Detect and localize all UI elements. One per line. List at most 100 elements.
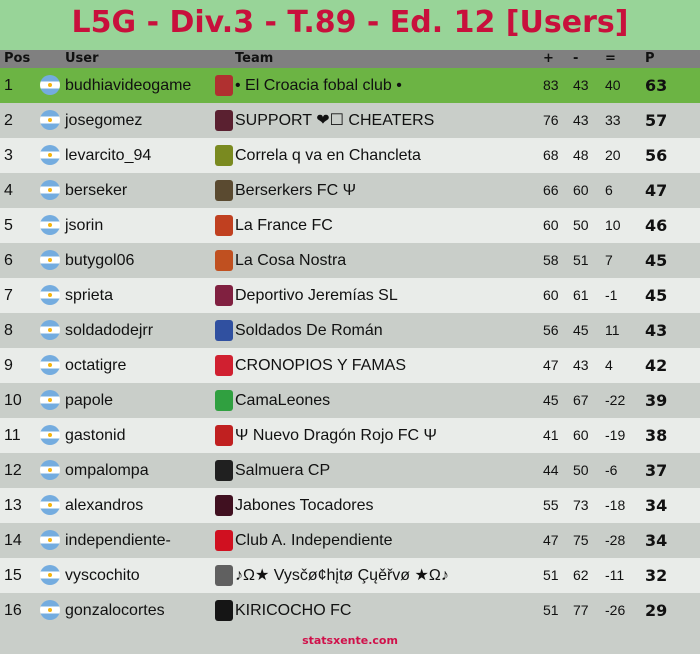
team-badge-icon [215, 600, 233, 621]
row-user[interactable]: budhiavideogame [65, 77, 192, 94]
row-team[interactable]: Jabones Tocadores [235, 497, 374, 514]
argentina-flag-icon [40, 145, 60, 165]
row-points: 42 [645, 356, 668, 375]
row-diff: -6 [605, 462, 618, 478]
row-points: 47 [645, 181, 668, 200]
row-team[interactable]: CamaLeones [235, 392, 331, 409]
row-team[interactable]: Soldados De Román [235, 322, 383, 339]
row-points: 45 [645, 286, 668, 305]
row-minus: 75 [573, 532, 589, 548]
argentina-flag-icon [40, 530, 60, 550]
team-badge-icon [215, 110, 233, 131]
header-plus: + [543, 51, 554, 66]
argentina-flag-icon [40, 110, 60, 130]
row-team[interactable]: CRONOPIOS Y FAMAS [235, 357, 407, 374]
row-minus: 61 [573, 287, 589, 303]
table-row: 3 levarcito_94 Correla q va en Chancleta… [0, 138, 700, 173]
team-badge-icon [215, 180, 233, 201]
row-pos: 4 [4, 182, 13, 199]
row-user[interactable]: papole [65, 392, 114, 409]
team-badge-icon [215, 565, 233, 586]
row-pos: 14 [4, 532, 22, 549]
row-pos: 12 [4, 462, 22, 479]
argentina-flag-icon [40, 320, 60, 340]
row-user[interactable]: alexandros [65, 497, 144, 514]
row-diff: -11 [605, 567, 625, 583]
row-user[interactable]: soldadodejrr [65, 322, 154, 339]
row-points: 29 [645, 601, 668, 620]
table-row: 2 josegomez SUPPORT ❤☐ CHEATERS 76 43 33… [0, 103, 700, 138]
team-badge-icon [215, 355, 233, 376]
table-row: 7 sprieta Deportivo Jeremías SL 60 61 -1… [0, 278, 700, 313]
row-diff: -18 [605, 497, 626, 513]
row-team[interactable]: Deportivo Jeremías SL [235, 287, 398, 304]
row-plus: 51 [543, 567, 559, 583]
argentina-flag-icon [40, 600, 60, 620]
row-minus: 43 [573, 77, 589, 93]
row-pos: 9 [4, 357, 13, 374]
page-title: L5G - Div.3 - T.89 - Ed. 12 [Users] [0, 0, 700, 50]
row-diff: 20 [605, 147, 621, 163]
row-minus: 50 [573, 217, 589, 233]
row-diff: 40 [605, 77, 621, 93]
row-user[interactable]: berseker [65, 182, 128, 199]
row-team[interactable]: KIRICOCHO FC [235, 602, 352, 619]
row-diff: 6 [605, 182, 613, 198]
row-team[interactable]: SUPPORT ❤☐ CHEATERS [235, 112, 435, 129]
row-user[interactable]: butygol06 [65, 252, 135, 269]
argentina-flag-icon [40, 285, 60, 305]
row-user[interactable]: ompalompa [65, 462, 149, 479]
table-row: 1 budhiavideogame • El Croacia fobal clu… [0, 68, 700, 103]
team-badge-icon [215, 285, 233, 306]
argentina-flag-icon [40, 390, 60, 410]
row-user[interactable]: sprieta [65, 287, 114, 304]
row-plus: 56 [543, 322, 559, 338]
row-team[interactable]: Ψ Nuevo Dragón Rojo FC Ψ [235, 427, 437, 444]
row-plus: 76 [543, 112, 559, 128]
team-badge-icon [215, 320, 233, 341]
team-badge-icon [215, 495, 233, 516]
argentina-flag-icon [40, 565, 60, 585]
row-points: 32 [645, 566, 668, 585]
row-user[interactable]: vyscochito [65, 567, 140, 584]
argentina-flag-icon [40, 460, 60, 480]
row-minus: 67 [573, 392, 589, 408]
row-user[interactable]: independiente- [65, 532, 171, 549]
row-minus: 48 [573, 147, 589, 163]
row-team[interactable]: Club A. Independiente [235, 532, 393, 549]
row-user[interactable]: gastonid [65, 427, 126, 444]
row-plus: 45 [543, 392, 559, 408]
table-row: 14 independiente- Club A. Independiente … [0, 523, 700, 558]
row-diff: -22 [605, 392, 626, 408]
row-pos: 13 [4, 497, 22, 514]
row-plus: 60 [543, 217, 559, 233]
row-user[interactable]: octatigre [65, 357, 127, 374]
row-team[interactable]: • El Croacia fobal club • [235, 77, 402, 94]
row-team[interactable]: Correla q va en Chancleta [235, 147, 421, 164]
row-team[interactable]: Berserkers FC Ψ [235, 182, 356, 199]
row-points: 63 [645, 76, 668, 95]
argentina-flag-icon [40, 495, 60, 515]
argentina-flag-icon [40, 215, 60, 235]
row-user[interactable]: jsorin [65, 217, 104, 234]
table-row: 15 vyscochito ♪Ω★ Vysčø¢hįtø Çųěřvø ★Ω♪ … [0, 558, 700, 593]
row-team[interactable]: Salmuera CP [235, 462, 331, 479]
row-team[interactable]: La Cosa Nostra [235, 252, 347, 269]
footer-link[interactable]: statsxente.com [302, 634, 398, 647]
row-team[interactable]: ♪Ω★ Vysčø¢hįtø Çųěřvø ★Ω♪ [235, 567, 449, 584]
row-pos: 3 [4, 147, 13, 164]
row-team[interactable]: La France FC [235, 217, 333, 234]
row-points: 45 [645, 251, 668, 270]
row-user[interactable]: josegomez [65, 112, 143, 129]
row-plus: 68 [543, 147, 559, 163]
row-pos: 2 [4, 112, 13, 129]
row-user[interactable]: gonzalocortes [65, 602, 165, 619]
row-user[interactable]: levarcito_94 [65, 147, 152, 164]
row-plus: 41 [543, 427, 559, 443]
row-pos: 1 [4, 77, 13, 94]
row-plus: 47 [543, 532, 559, 548]
row-points: 43 [645, 321, 668, 340]
header-minus: - [573, 51, 579, 66]
table-row: 5 jsorin La France FC 60 50 10 46 [0, 208, 700, 243]
table-row: 6 butygol06 La Cosa Nostra 58 51 7 45 [0, 243, 700, 278]
